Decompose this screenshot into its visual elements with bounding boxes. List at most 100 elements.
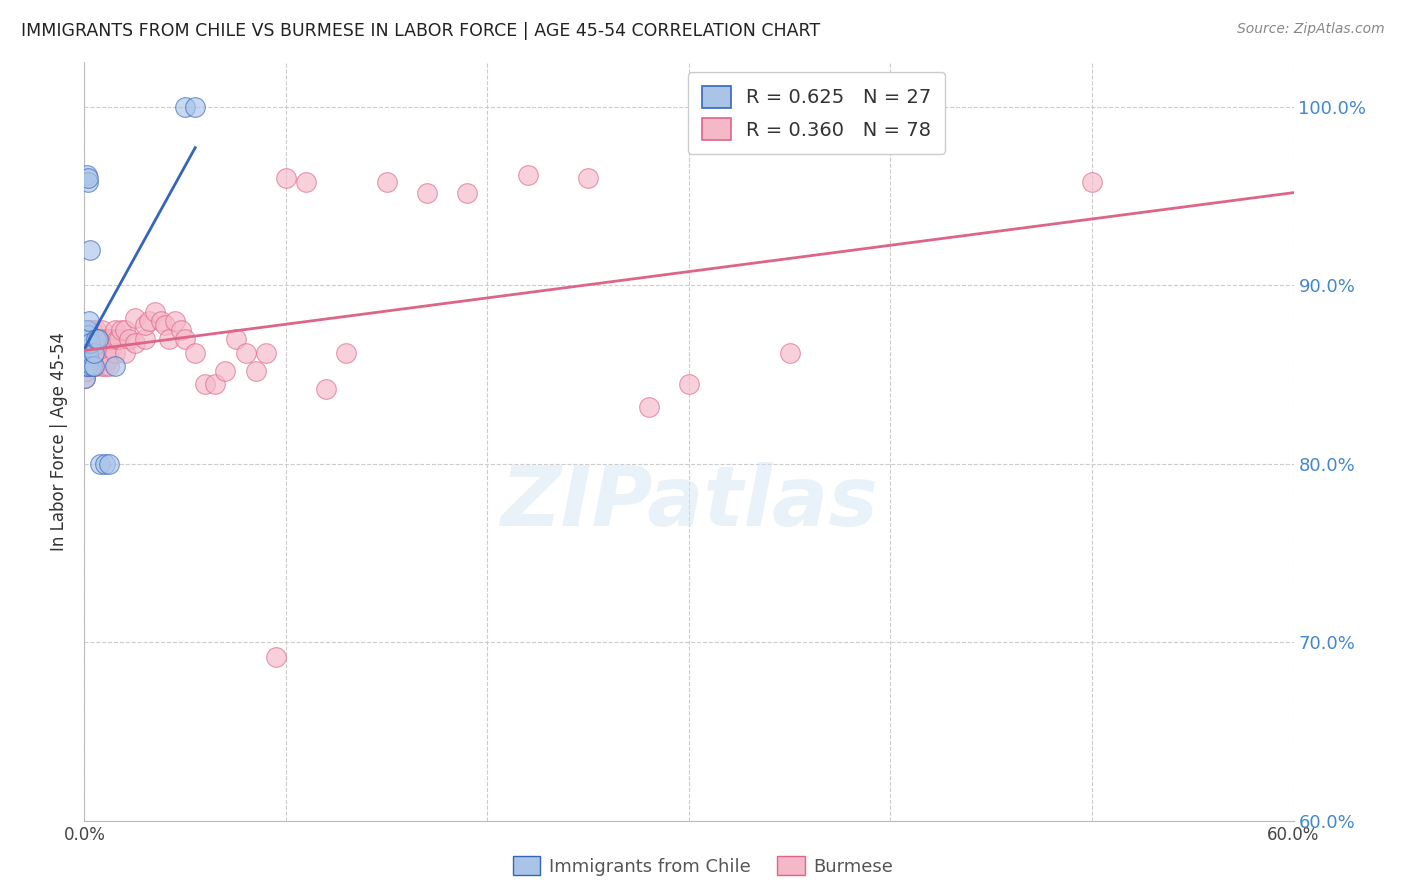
Point <box>456 186 478 200</box>
Text: ZIPatlas: ZIPatlas <box>501 462 877 542</box>
Point <box>114 323 136 337</box>
Point <box>76 359 98 373</box>
Point <box>254 346 277 360</box>
Point <box>678 376 700 391</box>
Point <box>101 332 124 346</box>
Point <box>104 323 127 337</box>
Point <box>93 332 115 346</box>
Point <box>637 400 659 414</box>
Point <box>75 371 97 385</box>
Point <box>82 353 104 368</box>
Point <box>82 341 104 355</box>
Point <box>104 359 127 373</box>
Point <box>89 457 111 471</box>
Point <box>79 332 101 346</box>
Point <box>114 346 136 360</box>
Point <box>83 350 105 364</box>
Point <box>124 335 146 350</box>
Point <box>86 359 108 373</box>
Point <box>105 332 128 346</box>
Point <box>77 359 100 373</box>
Point <box>75 359 97 373</box>
Point <box>416 186 439 200</box>
Point <box>235 346 257 360</box>
Point <box>91 323 114 337</box>
Point <box>295 175 318 189</box>
Point <box>87 332 110 346</box>
Point <box>174 332 197 346</box>
Point <box>86 346 108 360</box>
Point <box>274 171 297 186</box>
Text: IMMIGRANTS FROM CHILE VS BURMESE IN LABOR FORCE | AGE 45-54 CORRELATION CHART: IMMIGRANTS FROM CHILE VS BURMESE IN LABO… <box>21 22 820 40</box>
Point <box>75 364 97 378</box>
Point <box>118 332 141 346</box>
Legend: Immigrants from Chile, Burmese: Immigrants from Chile, Burmese <box>505 849 901 883</box>
Text: Source: ZipAtlas.com: Source: ZipAtlas.com <box>1237 22 1385 37</box>
Point <box>75 346 97 360</box>
Point <box>97 332 120 346</box>
Point <box>76 175 98 189</box>
Point <box>87 350 110 364</box>
Point <box>225 332 247 346</box>
Point <box>76 323 98 337</box>
Point <box>184 100 207 114</box>
Point <box>96 353 118 368</box>
Point <box>97 359 120 373</box>
Point <box>89 332 111 346</box>
Point <box>77 350 100 364</box>
Point <box>157 332 180 346</box>
Point <box>245 364 267 378</box>
Point <box>83 346 105 360</box>
Point <box>79 359 101 373</box>
Point <box>1081 175 1104 189</box>
Point <box>79 346 101 360</box>
Point <box>91 341 114 355</box>
Point <box>82 359 104 373</box>
Point <box>194 376 217 391</box>
Point <box>79 346 101 360</box>
Point <box>86 332 108 346</box>
Point <box>77 323 100 337</box>
Point <box>79 335 101 350</box>
Point <box>335 346 357 360</box>
Point <box>184 346 207 360</box>
Point <box>315 382 337 396</box>
Point <box>83 332 105 346</box>
Point <box>89 353 111 368</box>
Point <box>124 310 146 325</box>
Point <box>76 168 98 182</box>
Point <box>93 346 115 360</box>
Point <box>76 323 98 337</box>
Point <box>107 332 129 346</box>
Point <box>97 457 120 471</box>
Point <box>79 243 101 257</box>
Point <box>93 359 115 373</box>
Point <box>76 335 98 350</box>
Point <box>86 323 108 337</box>
Point <box>77 328 100 343</box>
Point <box>375 175 398 189</box>
Point <box>204 376 226 391</box>
Point <box>104 346 127 360</box>
Point <box>516 168 538 182</box>
Point <box>77 332 100 346</box>
Point <box>75 346 97 360</box>
Legend: R = 0.625   N = 27, R = 0.360   N = 78: R = 0.625 N = 27, R = 0.360 N = 78 <box>688 72 945 154</box>
Y-axis label: In Labor Force | Age 45-54: In Labor Force | Age 45-54 <box>51 332 69 551</box>
Point <box>174 100 197 114</box>
Point <box>134 318 156 332</box>
Point <box>134 332 156 346</box>
Point <box>91 359 114 373</box>
Point <box>264 649 287 664</box>
Point <box>100 341 122 355</box>
Point <box>82 323 104 337</box>
Point <box>170 323 193 337</box>
Point <box>165 314 187 328</box>
Point <box>143 305 166 319</box>
Point <box>138 314 160 328</box>
Point <box>76 332 98 346</box>
Point <box>149 314 172 328</box>
Point <box>110 323 132 337</box>
Point <box>75 328 97 343</box>
Point <box>214 364 236 378</box>
